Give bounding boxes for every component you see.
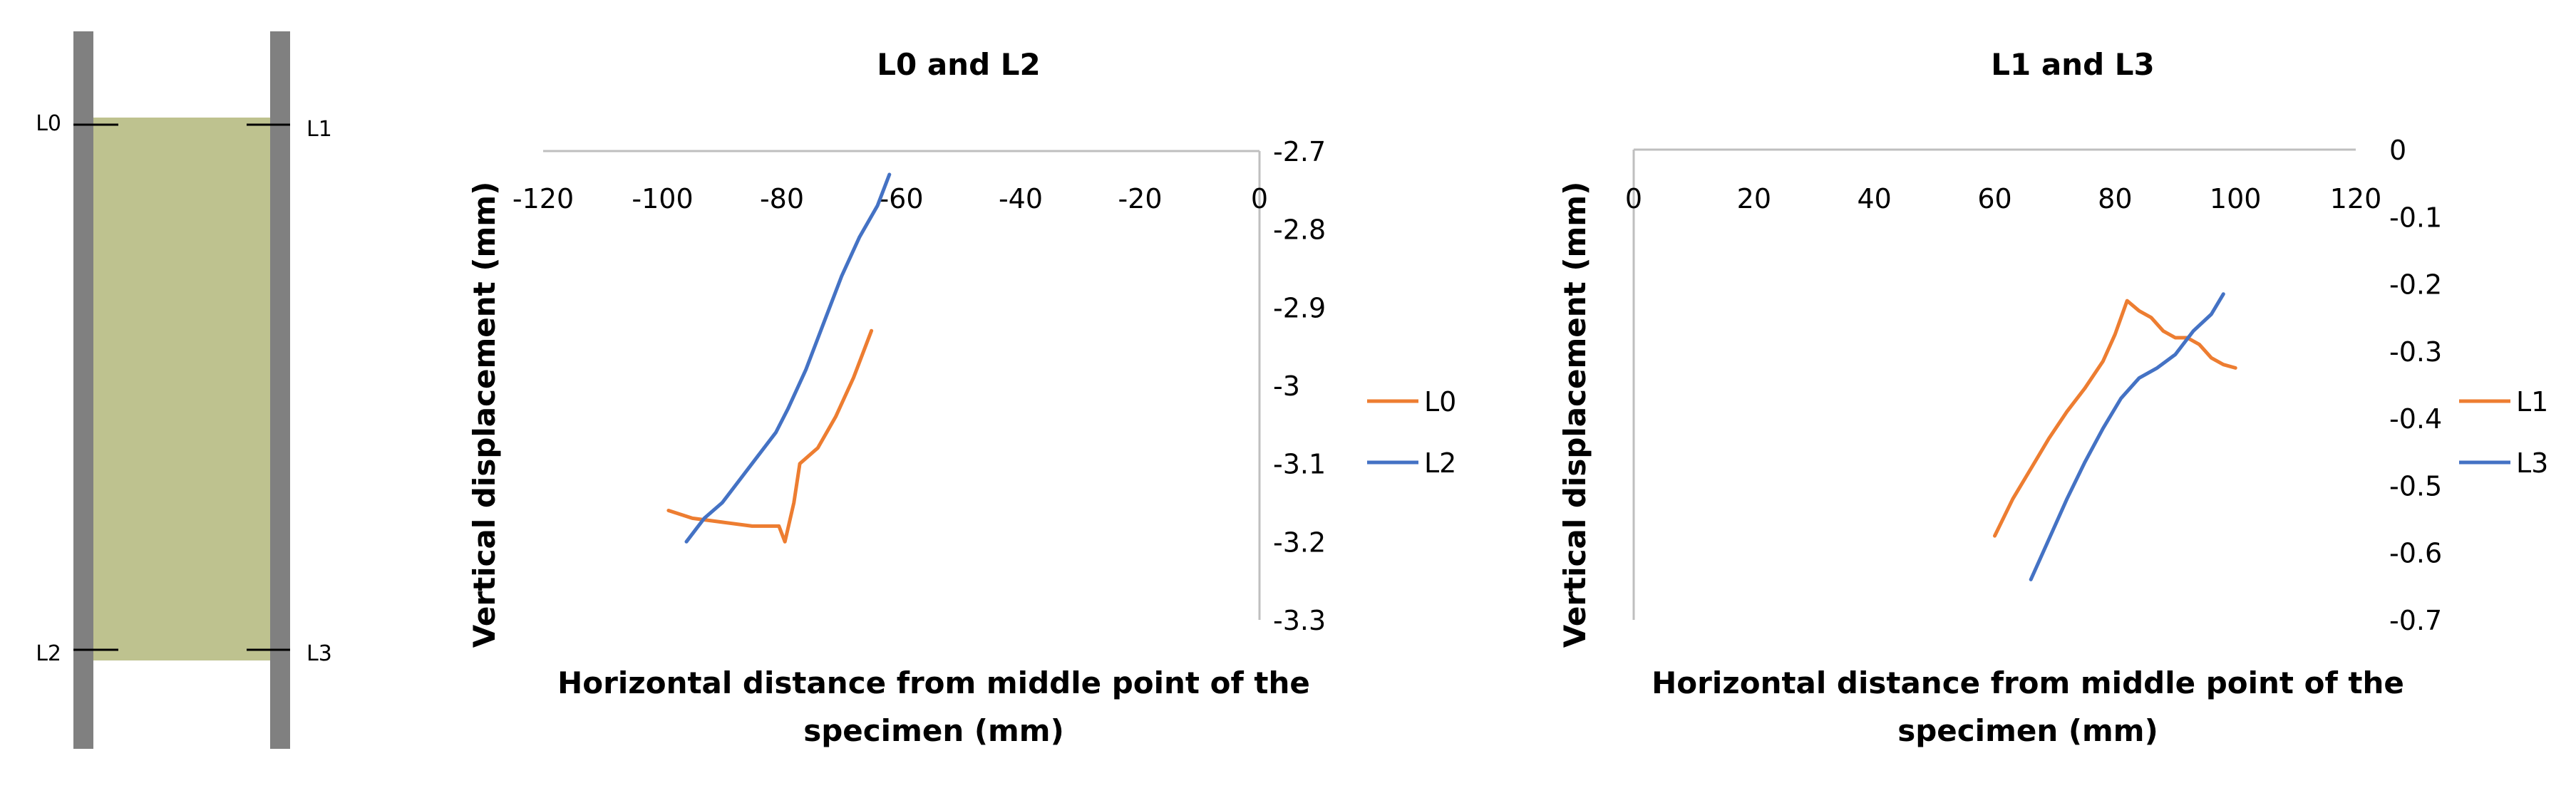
chart-l1-l3: L1 and L3 0 20 40 60 80 100 120 0 -0.1 -0.2 -0.3 -… — [1557, 47, 2548, 748]
specimen-label-l1: L1 — [306, 117, 332, 142]
x-axis-label-line-1: Horizontal distance from middle point of… — [1652, 665, 2404, 700]
y-tick-label: -0.7 — [2389, 605, 2442, 636]
specimen-schematic: L0 L1 L2 L3 — [36, 31, 332, 749]
x-axis-label-line-1: Horizontal distance from middle point of… — [557, 665, 1310, 700]
legend-label: L1 — [2516, 386, 2548, 418]
y-tick-label: -3.3 — [1273, 605, 1326, 636]
y-tick-label: -0.1 — [2389, 202, 2442, 233]
y-tick-label: -3.2 — [1273, 527, 1326, 558]
x-tick-label: -60 — [879, 183, 923, 214]
x-tick-label: 100 — [2210, 183, 2262, 214]
y-tick-label: -3.1 — [1273, 449, 1326, 480]
x-tick-label: 0 — [1625, 183, 1642, 214]
legend-label: L0 — [1424, 386, 1456, 418]
x-tick-label: -120 — [512, 183, 574, 214]
x-tick-label: 20 — [1737, 183, 1771, 214]
series-line-l0 — [666, 328, 874, 544]
y-tick-label: -0.3 — [2389, 336, 2442, 368]
y-tick-label: 0 — [2389, 135, 2406, 166]
y-tick-labels: -2.7 -2.8 -2.9 -3 -3.1 -3.2 -3.3 — [1273, 136, 1326, 636]
x-tick-label: 60 — [1977, 183, 2011, 214]
y-tick-labels: 0 -0.1 -0.2 -0.3 -0.4 -0.5 -0.6 -0.7 — [2389, 135, 2442, 636]
series-line-l3 — [2029, 292, 2225, 581]
specimen-body — [93, 118, 281, 660]
y-tick-label: -2.8 — [1273, 214, 1326, 246]
y-tick-label: -0.5 — [2389, 470, 2442, 502]
series-lines — [1993, 292, 2237, 581]
x-axis-label-line-2: specimen (mm) — [803, 713, 1064, 748]
chart-title: L1 and L3 — [1991, 47, 2155, 82]
x-tick-label: -20 — [1118, 183, 1162, 214]
legend: L1 L3 — [2459, 386, 2548, 479]
x-tick-labels: 0 20 40 60 80 100 120 — [1625, 183, 2381, 214]
specimen-label-l3: L3 — [306, 641, 332, 666]
x-tick-label: 120 — [2330, 183, 2382, 214]
x-tick-label: -40 — [999, 183, 1043, 214]
right-support-bar — [270, 31, 290, 749]
chart-title: L0 and L2 — [877, 47, 1041, 82]
left-support-bar — [73, 31, 93, 749]
x-tick-labels: -120 -100 -80 -60 -40 -20 0 — [512, 183, 1268, 214]
x-tick-label: -100 — [632, 183, 693, 214]
x-axis-label-line-2: specimen (mm) — [1897, 713, 2158, 748]
x-tick-label: 0 — [1251, 183, 1268, 214]
x-tick-label: -80 — [760, 183, 804, 214]
legend-label: L3 — [2516, 447, 2548, 479]
y-tick-label: -2.7 — [1273, 136, 1326, 167]
series-line-l2 — [684, 172, 892, 544]
specimen-label-l2: L2 — [36, 641, 61, 666]
y-axis-label: Vertical displacement (mm) — [467, 182, 502, 648]
x-tick-label: 80 — [2098, 183, 2132, 214]
chart-l0-l2: L0 and L2 -120 -100 -80 -60 -40 -20 0 -2.7 -2.8… — [467, 47, 1456, 748]
series-line-l1 — [1993, 299, 2237, 538]
series-lines — [666, 172, 892, 544]
y-tick-label: -3 — [1273, 370, 1300, 402]
y-tick-label: -0.4 — [2389, 403, 2442, 435]
y-tick-label: -0.2 — [2389, 269, 2442, 301]
legend: L0 L2 — [1367, 386, 1456, 479]
x-tick-label: 40 — [1857, 183, 1891, 214]
y-tick-label: -2.9 — [1273, 292, 1326, 323]
legend-label: L2 — [1424, 447, 1456, 479]
specimen-label-l0: L0 — [36, 111, 61, 136]
y-axis-label: Vertical displacement (mm) — [1557, 182, 1592, 648]
y-tick-label: -0.6 — [2389, 538, 2442, 569]
